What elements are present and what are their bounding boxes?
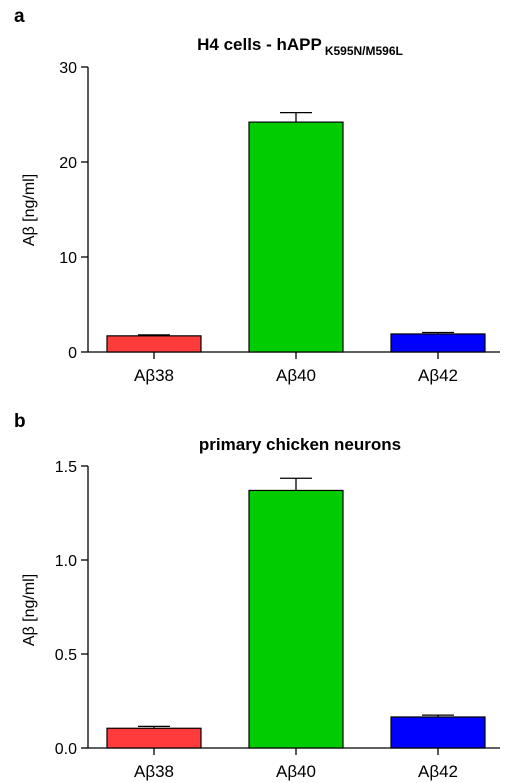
- bar-Aβ40: [248, 121, 344, 353]
- bar-Aβ38: [106, 335, 202, 353]
- y-tick-label: 20: [59, 155, 77, 172]
- bar-Aβ38: [106, 727, 202, 749]
- x-tick-label: Aβ42: [418, 366, 458, 385]
- y-tick-label: 1.0: [55, 553, 77, 570]
- y-tick-label: 0.0: [55, 741, 77, 758]
- panel-letter: b: [14, 411, 26, 432]
- chart-title-subscript: K595N/M596L: [325, 44, 403, 58]
- chart-title: primary chicken neurons: [199, 435, 401, 454]
- chart-panel-b: b primary chicken neurons 0.0 0.5 1.0 1.5 Aβ […: [14, 411, 500, 781]
- chart-panel-a: a H4 cells - hAPP K595N/M596L 0 10 20 30 Aβ [ng…: [14, 6, 500, 385]
- bar-Aβ40: [248, 489, 344, 749]
- panel-letter: a: [14, 6, 25, 27]
- y-axis-label: Aβ [ng/ml]: [21, 174, 38, 246]
- x-tick-label: Aβ38: [134, 762, 174, 781]
- y-tick-label: 1.5: [55, 459, 77, 476]
- y-tick-label: 10: [59, 250, 77, 267]
- chart-title-main: primary chicken neurons: [199, 435, 401, 454]
- x-tick-label: Aβ42: [418, 762, 458, 781]
- y-axis-label: Aβ [ng/ml]: [21, 574, 38, 646]
- x-tick-label: Aβ40: [276, 366, 316, 385]
- x-tick-label: Aβ38: [134, 366, 174, 385]
- bar-Aβ42: [390, 716, 486, 749]
- chart-title: H4 cells - hAPP K595N/M596L: [197, 35, 403, 58]
- y-tick-label: 30: [59, 60, 77, 77]
- y-tick-label: 0: [68, 345, 77, 362]
- y-tick-label: 0.5: [55, 647, 77, 664]
- bar-Aβ42: [390, 333, 486, 353]
- x-tick-label: Aβ40: [276, 762, 316, 781]
- chart-title-main: H4 cells - hAPP: [197, 35, 322, 54]
